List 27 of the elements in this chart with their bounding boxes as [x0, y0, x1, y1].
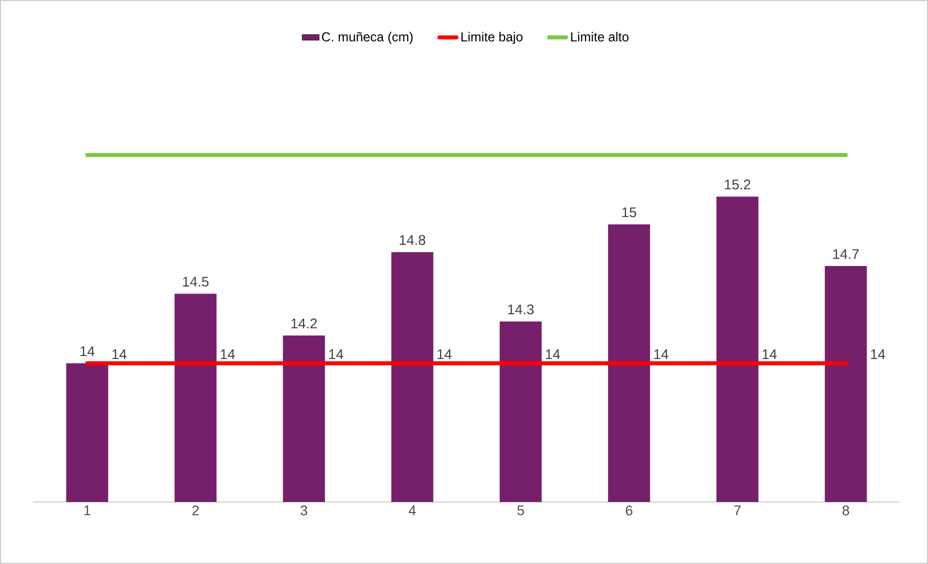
data-label: 14 [762, 349, 777, 359]
legend-label: C. muñeca (cm) [322, 32, 413, 44]
data-label: 15 [622, 207, 636, 218]
x-tick-label: 2 [192, 506, 199, 516]
data-label: 14 [438, 349, 452, 359]
legend-label: Limite bajo [461, 32, 522, 44]
data-label: 14.3 [508, 304, 534, 314]
data-label: 14 [871, 349, 886, 359]
x-tick-label: 8 [842, 506, 850, 516]
data-label: 14 [112, 349, 126, 359]
data-label: 14 [220, 349, 235, 359]
data-label: 14.7 [833, 249, 859, 259]
data-label: 14.5 [183, 276, 209, 287]
x-tick-label: 7 [734, 506, 741, 516]
data-label: 14.8 [400, 235, 426, 245]
data-label: 15.2 [724, 180, 750, 190]
x-tick-label: 5 [517, 506, 524, 516]
data-label: 14 [546, 349, 560, 359]
x-tick-label: 3 [300, 506, 308, 516]
data-label: 14 [654, 349, 668, 359]
legend-label: Limite alto [571, 32, 629, 42]
x-tick-label: 1 [84, 506, 90, 516]
data-label: 14 [80, 346, 95, 356]
x-tick-label: 6 [626, 506, 632, 516]
x-tick-label: 4 [408, 506, 416, 516]
data-label: 14 [329, 349, 344, 359]
data-label: 14.2 [291, 318, 317, 328]
